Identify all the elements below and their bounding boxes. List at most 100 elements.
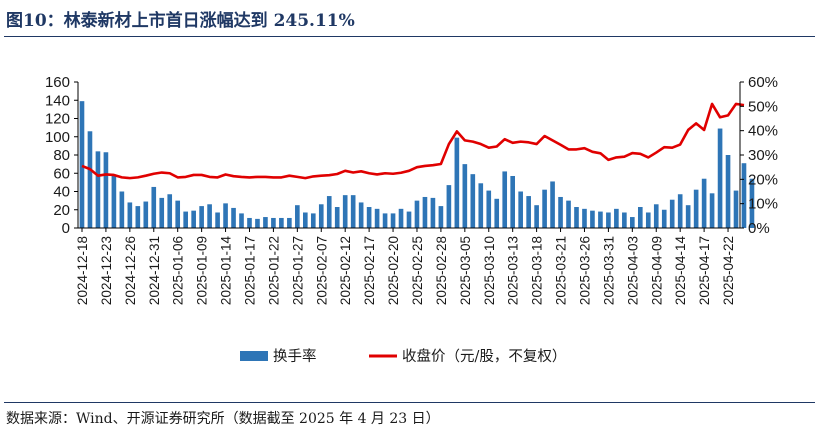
bar xyxy=(606,212,611,228)
bar xyxy=(446,185,452,228)
bar xyxy=(326,196,332,228)
x-tick-label: 2025-01-06 xyxy=(171,236,186,305)
bar xyxy=(127,202,133,228)
bar xyxy=(79,101,85,228)
bar xyxy=(630,217,635,228)
y-left-tick-label: 140 xyxy=(45,92,70,109)
x-tick-label: 2025-03-31 xyxy=(601,236,616,305)
y-right-tick-label: 10% xyxy=(748,196,778,213)
bar xyxy=(661,209,667,228)
x-tick-label: 2025-03-18 xyxy=(530,236,545,305)
bar xyxy=(390,213,396,228)
bar xyxy=(470,174,476,228)
y-right-tick-label: 50% xyxy=(748,98,778,115)
legend-swatch-bars xyxy=(240,351,268,361)
y-left-tick-label: 160 xyxy=(45,74,70,91)
x-tick-label: 2025-04-03 xyxy=(625,236,640,305)
bar xyxy=(159,197,165,228)
x-tick-label: 2025-03-10 xyxy=(482,236,497,305)
bar xyxy=(717,128,723,228)
series-line-close-price xyxy=(81,102,745,180)
x-tick-label: 2025-02-28 xyxy=(434,236,449,305)
y-left-tick-label: 120 xyxy=(45,111,70,128)
bar xyxy=(350,195,356,228)
bar xyxy=(645,212,651,228)
bar xyxy=(438,206,444,228)
bar xyxy=(622,212,627,228)
bar xyxy=(590,210,595,228)
x-tick-label: 2024-12-23 xyxy=(99,236,114,305)
y-right-tick-label: 40% xyxy=(748,123,778,140)
x-tick-label: 2024-12-18 xyxy=(75,236,90,305)
bar xyxy=(103,152,109,228)
x-tick-label: 2025-02-25 xyxy=(410,236,425,305)
bar xyxy=(295,205,300,228)
bar xyxy=(518,191,523,228)
bar xyxy=(135,206,141,228)
bar xyxy=(342,195,348,228)
bar xyxy=(111,175,117,228)
x-tick-label: 2025-04-14 xyxy=(673,236,688,306)
x-tick-label: 2025-02-20 xyxy=(386,236,401,305)
bar xyxy=(558,196,563,228)
bar xyxy=(486,190,492,228)
y-right-tick-label: 60% xyxy=(748,74,778,91)
bar xyxy=(677,194,683,228)
bar xyxy=(366,207,372,228)
bar xyxy=(454,137,460,228)
x-tick-label: 2025-01-14 xyxy=(219,236,234,306)
bar xyxy=(574,207,579,228)
bar xyxy=(534,205,539,228)
bar xyxy=(255,218,260,229)
bar xyxy=(263,217,268,228)
bar xyxy=(223,203,228,228)
bar xyxy=(167,194,173,228)
bar xyxy=(502,171,508,228)
bar xyxy=(151,186,157,228)
bar xyxy=(191,210,196,228)
x-tick-label: 2025-01-17 xyxy=(242,236,257,305)
bar xyxy=(566,200,571,229)
y-left-tick-label: 80 xyxy=(53,147,70,164)
bar xyxy=(303,212,308,228)
bar xyxy=(414,200,420,229)
bar xyxy=(287,217,292,228)
legend-label-line: 收盘价（元/股，不复权） xyxy=(402,347,566,365)
bar xyxy=(526,196,531,228)
bar xyxy=(733,190,739,228)
bar xyxy=(231,207,236,228)
y-left-tick-label: 20 xyxy=(53,202,70,219)
x-tick-label: 2025-02-17 xyxy=(362,236,377,305)
y-left-tick-label: 100 xyxy=(45,129,70,146)
y-left-tick-label: 40 xyxy=(53,184,70,201)
bar xyxy=(701,178,707,228)
bar xyxy=(247,217,252,228)
bar xyxy=(398,208,404,228)
bar xyxy=(207,204,212,228)
bar xyxy=(542,189,547,228)
bar xyxy=(271,217,276,228)
bar xyxy=(239,213,244,228)
bar xyxy=(406,211,412,228)
bar xyxy=(725,155,731,228)
top-rule xyxy=(4,36,815,37)
bar xyxy=(87,131,93,228)
bar xyxy=(318,204,324,228)
bar xyxy=(143,201,149,228)
bar xyxy=(462,164,468,229)
bar xyxy=(582,208,587,228)
bar xyxy=(693,189,699,228)
bar xyxy=(183,211,188,228)
y-right-tick-label: 0% xyxy=(748,220,770,237)
bar xyxy=(494,198,500,228)
y-left-tick-label: 0 xyxy=(62,220,70,237)
x-tick-label: 2025-03-26 xyxy=(577,236,592,305)
y-right-tick-label: 30% xyxy=(748,147,778,164)
x-tick-label: 2025-04-09 xyxy=(649,236,664,305)
bar xyxy=(510,175,515,228)
figure-title: 图10：林泰新材上市首日涨幅达到 245.11% xyxy=(6,11,355,31)
bar xyxy=(709,193,715,228)
bar xyxy=(741,163,747,228)
